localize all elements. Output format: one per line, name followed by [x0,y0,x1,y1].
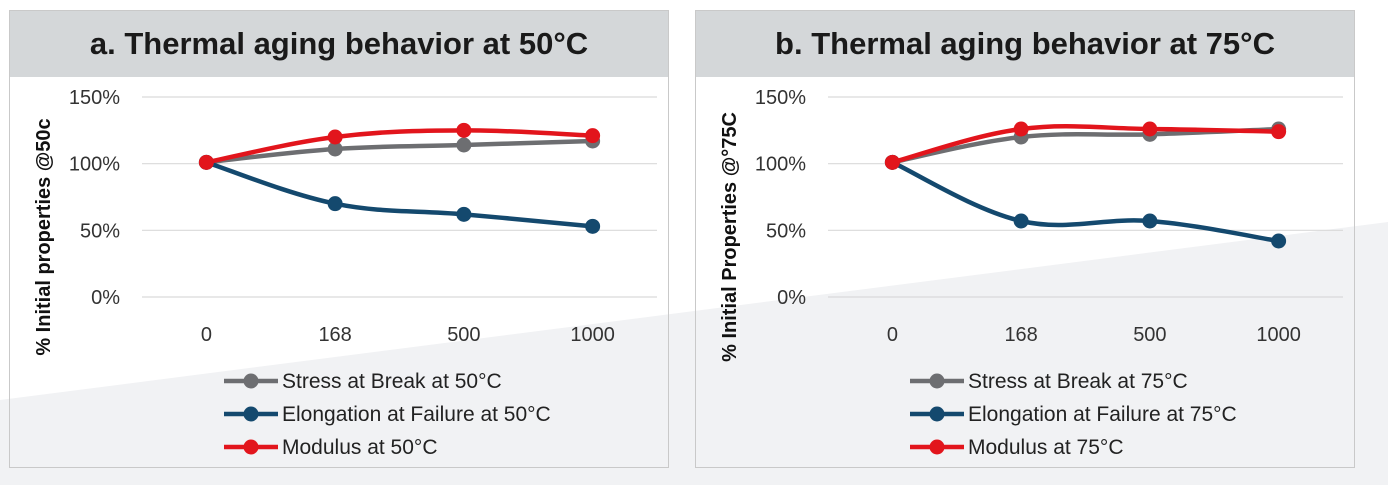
data-point [884,154,900,170]
series-line [204,128,595,165]
series-line [204,160,595,229]
data-point [1142,213,1158,229]
x-tick-label: 1000 [1256,324,1301,346]
series-line [890,123,1281,165]
y-tick-label: 100% [69,154,120,176]
x-tick-label: 500 [447,324,480,346]
legend-marker [243,406,259,422]
y-tick-label: 0% [777,287,806,309]
y-axis-label: % Initial Properties @°75C [719,112,741,362]
legend-label: Elongation at Failure at 75°C [968,403,1237,426]
x-tick-label: 0 [887,324,898,346]
data-point [327,196,343,212]
chart-header: a. Thermal aging behavior at 50°C [10,11,668,77]
x-tick-label: 168 [318,324,351,346]
legend-label: Modulus at 50°C [282,436,437,459]
series-line [204,138,595,165]
data-point [1271,233,1287,249]
data-point [456,137,472,153]
data-point [585,218,601,234]
legend-label: Elongation at Failure at 50°C [282,403,551,426]
legend-marker [929,406,945,422]
legend-marker [243,439,259,455]
chart-panel-a: a. Thermal aging behavior at 50°C 0% 50% 1… [9,10,669,468]
y-axis-label: % Initial properties @50c [33,118,55,355]
legend-label: Stress at Break at 50°C [282,370,502,393]
y-tick-label: 100% [755,154,806,176]
y-tick-label: 150% [755,87,806,109]
y-tick-label: 50% [766,220,806,242]
data-point [1013,121,1029,137]
chart-title: a. Thermal aging behavior at 50°C [89,26,589,61]
chart-header: b. Thermal aging behavior at 75°C [696,11,1354,77]
x-tick-label: 168 [1004,324,1037,346]
chart-panel-b: b. Thermal aging behavior at 75°C 0% 50% 1… [695,10,1355,468]
series-line [890,160,1281,244]
legend-label: Stress at Break at 75°C [968,370,1188,393]
data-point [456,122,472,138]
x-tick-label: 0 [201,324,212,346]
data-point [585,128,601,144]
legend-marker [929,439,945,455]
data-point [198,154,214,170]
y-tick-label: 150% [69,87,120,109]
legend-marker [929,373,945,389]
legend-marker [243,373,259,389]
x-tick-label: 500 [1133,324,1166,346]
data-point [327,129,343,145]
data-point [456,206,472,222]
chart-title: b. Thermal aging behavior at 75°C [775,26,1275,61]
data-point [1271,124,1287,140]
y-tick-label: 50% [80,220,120,242]
y-tick-label: 0% [91,287,120,309]
x-tick-label: 1000 [570,324,615,346]
data-point [327,141,343,157]
line-chart: 0% 50% 100% 150% 0 168 500 1000 % Initial Proper… [719,87,1343,459]
line-chart: 0% 50% 100% 150% 0 168 500 1000 % Initial proper… [33,87,657,459]
data-point [1142,121,1158,137]
data-point [1013,213,1029,229]
legend-label: Modulus at 75°C [968,436,1123,459]
